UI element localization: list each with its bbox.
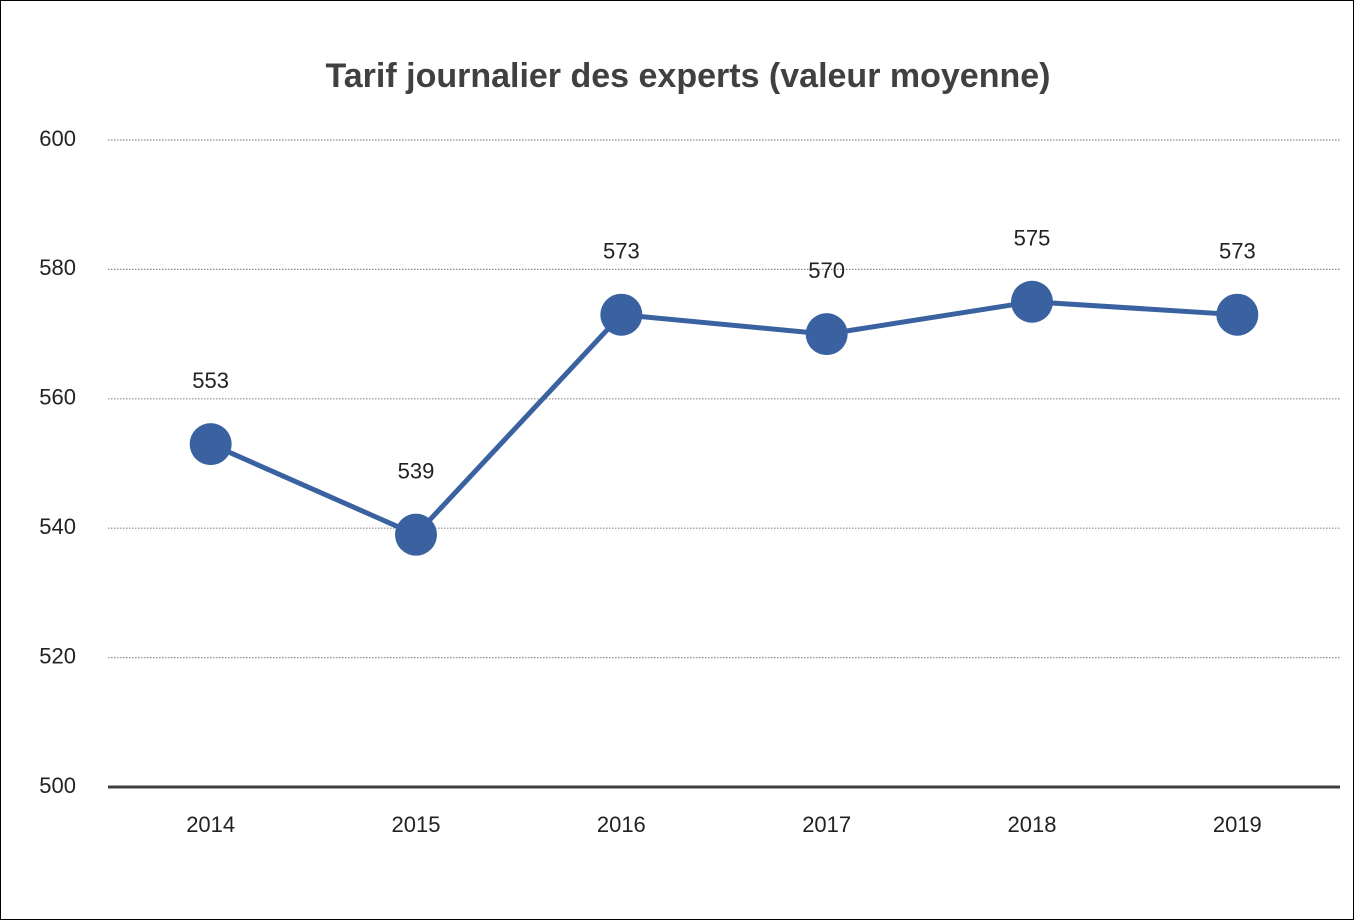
chart-title: Tarif journalier des experts (valeur moy… xyxy=(326,57,1051,95)
y-tick-label: 580 xyxy=(39,255,76,280)
data-label: 573 xyxy=(603,239,640,264)
marker xyxy=(1011,280,1053,323)
y-tick-label: 520 xyxy=(39,643,76,668)
line xyxy=(209,299,1238,538)
data-label: 553 xyxy=(192,368,229,393)
y-tick-label: 540 xyxy=(39,514,76,539)
y-tick-label: 560 xyxy=(39,385,76,410)
data-label: 570 xyxy=(808,258,845,283)
marker xyxy=(1216,293,1259,336)
marker xyxy=(805,313,848,356)
x-tick-label: 2015 xyxy=(392,812,441,837)
y-tick-label: 600 xyxy=(39,126,76,151)
x-tick-label: 2016 xyxy=(597,812,646,837)
x-tick-label: 2017 xyxy=(802,812,851,837)
marker xyxy=(600,293,643,336)
x-tick-label: 2019 xyxy=(1213,812,1262,837)
marker xyxy=(395,513,437,556)
data-label: 575 xyxy=(1014,226,1051,251)
y-tick-label: 500 xyxy=(39,773,76,798)
x-tick-label: 2014 xyxy=(186,812,235,837)
x-tick-label: 2018 xyxy=(1008,812,1057,837)
marker xyxy=(189,423,232,466)
data-label: 539 xyxy=(398,458,435,483)
data-label: 573 xyxy=(1219,239,1256,264)
